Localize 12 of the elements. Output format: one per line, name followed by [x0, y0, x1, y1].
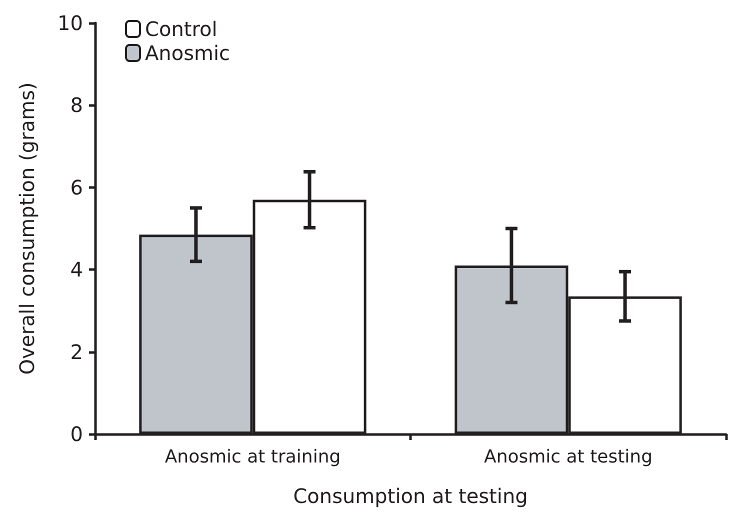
y-tick-label: 6 — [70, 175, 83, 200]
x-tick-label: Anosmic at training — [164, 446, 341, 468]
y-tick-label: 2 — [70, 340, 83, 364]
y-tick-label: 10 — [58, 11, 83, 35]
y-tick-label: 0 — [70, 422, 83, 446]
y-tick-label: 8 — [70, 93, 83, 118]
x-tick-label: Anosmic at testing — [484, 446, 652, 468]
y-tick-label: 4 — [70, 258, 83, 282]
legend-label: Control — [145, 17, 218, 41]
legend-label: Anosmic — [145, 41, 230, 65]
x-axis-title: Consumption at testing — [293, 484, 528, 508]
y-axis-title: Overall consumption (grams) — [15, 82, 39, 375]
